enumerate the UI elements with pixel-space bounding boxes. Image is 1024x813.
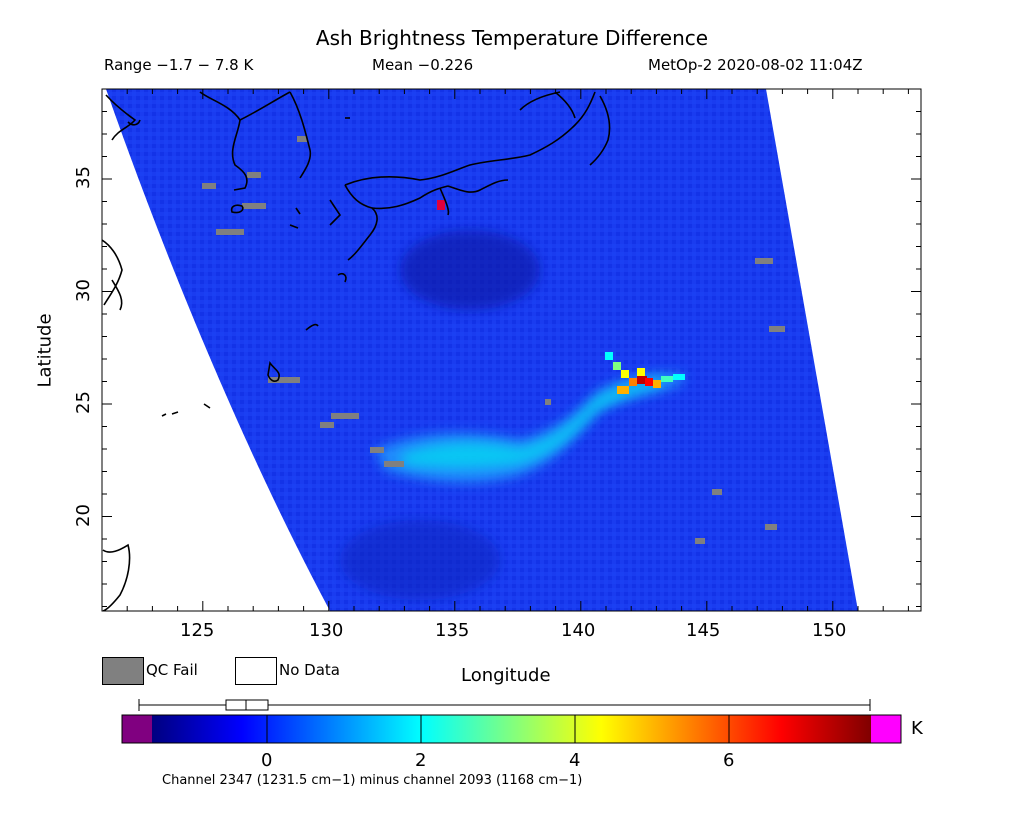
colorbar-tick-label: 6 [723,750,735,771]
no-data-swatch [235,657,277,685]
colorbar [121,714,902,744]
colorbar-tick-label: 4 [569,750,581,771]
x-tick-label: 140 [561,620,596,641]
colorbar-gradient [152,715,871,743]
colorbar-tick-label: 2 [415,750,427,771]
x-axis-label: Longitude [461,665,551,686]
x-tick-label: 135 [435,620,470,641]
colorbar-unit: K [911,718,923,739]
qc-fail-pixels [202,136,785,544]
x-tick-label: 125 [180,620,215,641]
coastlines [102,91,611,611]
x-tick-label: 130 [309,620,344,641]
y-tick-label: 30 [72,279,94,302]
qc-fail-swatch [102,657,144,685]
colorbar-boxplot [138,699,871,711]
colorbar-over [871,715,901,743]
y-tick-label: 25 [72,391,94,414]
y-tick-label: 20 [72,504,94,527]
no-data-label: No Data [279,661,340,679]
range-label: Range −1.7 − 7.8 K [104,56,254,74]
colorbar-under [122,715,152,743]
axis-ticks [101,88,921,611]
x-tick-label: 145 [686,620,721,641]
mean-label: Mean −0.226 [372,56,474,74]
qc-fail-label: QC Fail [146,661,198,679]
satellite-time-label: MetOp-2 2020-08-02 11:04Z [648,56,863,74]
y-tick-label: 35 [72,166,94,189]
data-swath [106,89,858,611]
map-title: Ash Brightness Temperature Difference [315,26,709,50]
y-axis-label: Latitude [34,313,56,388]
channel-description: Channel 2347 (1231.5 cm−1) minus channel… [162,773,583,788]
ash-plume-hotspot [605,352,685,394]
plot-frame [101,88,922,612]
x-tick-label: 150 [812,620,847,641]
colorbar-tick-label: 0 [261,750,273,771]
